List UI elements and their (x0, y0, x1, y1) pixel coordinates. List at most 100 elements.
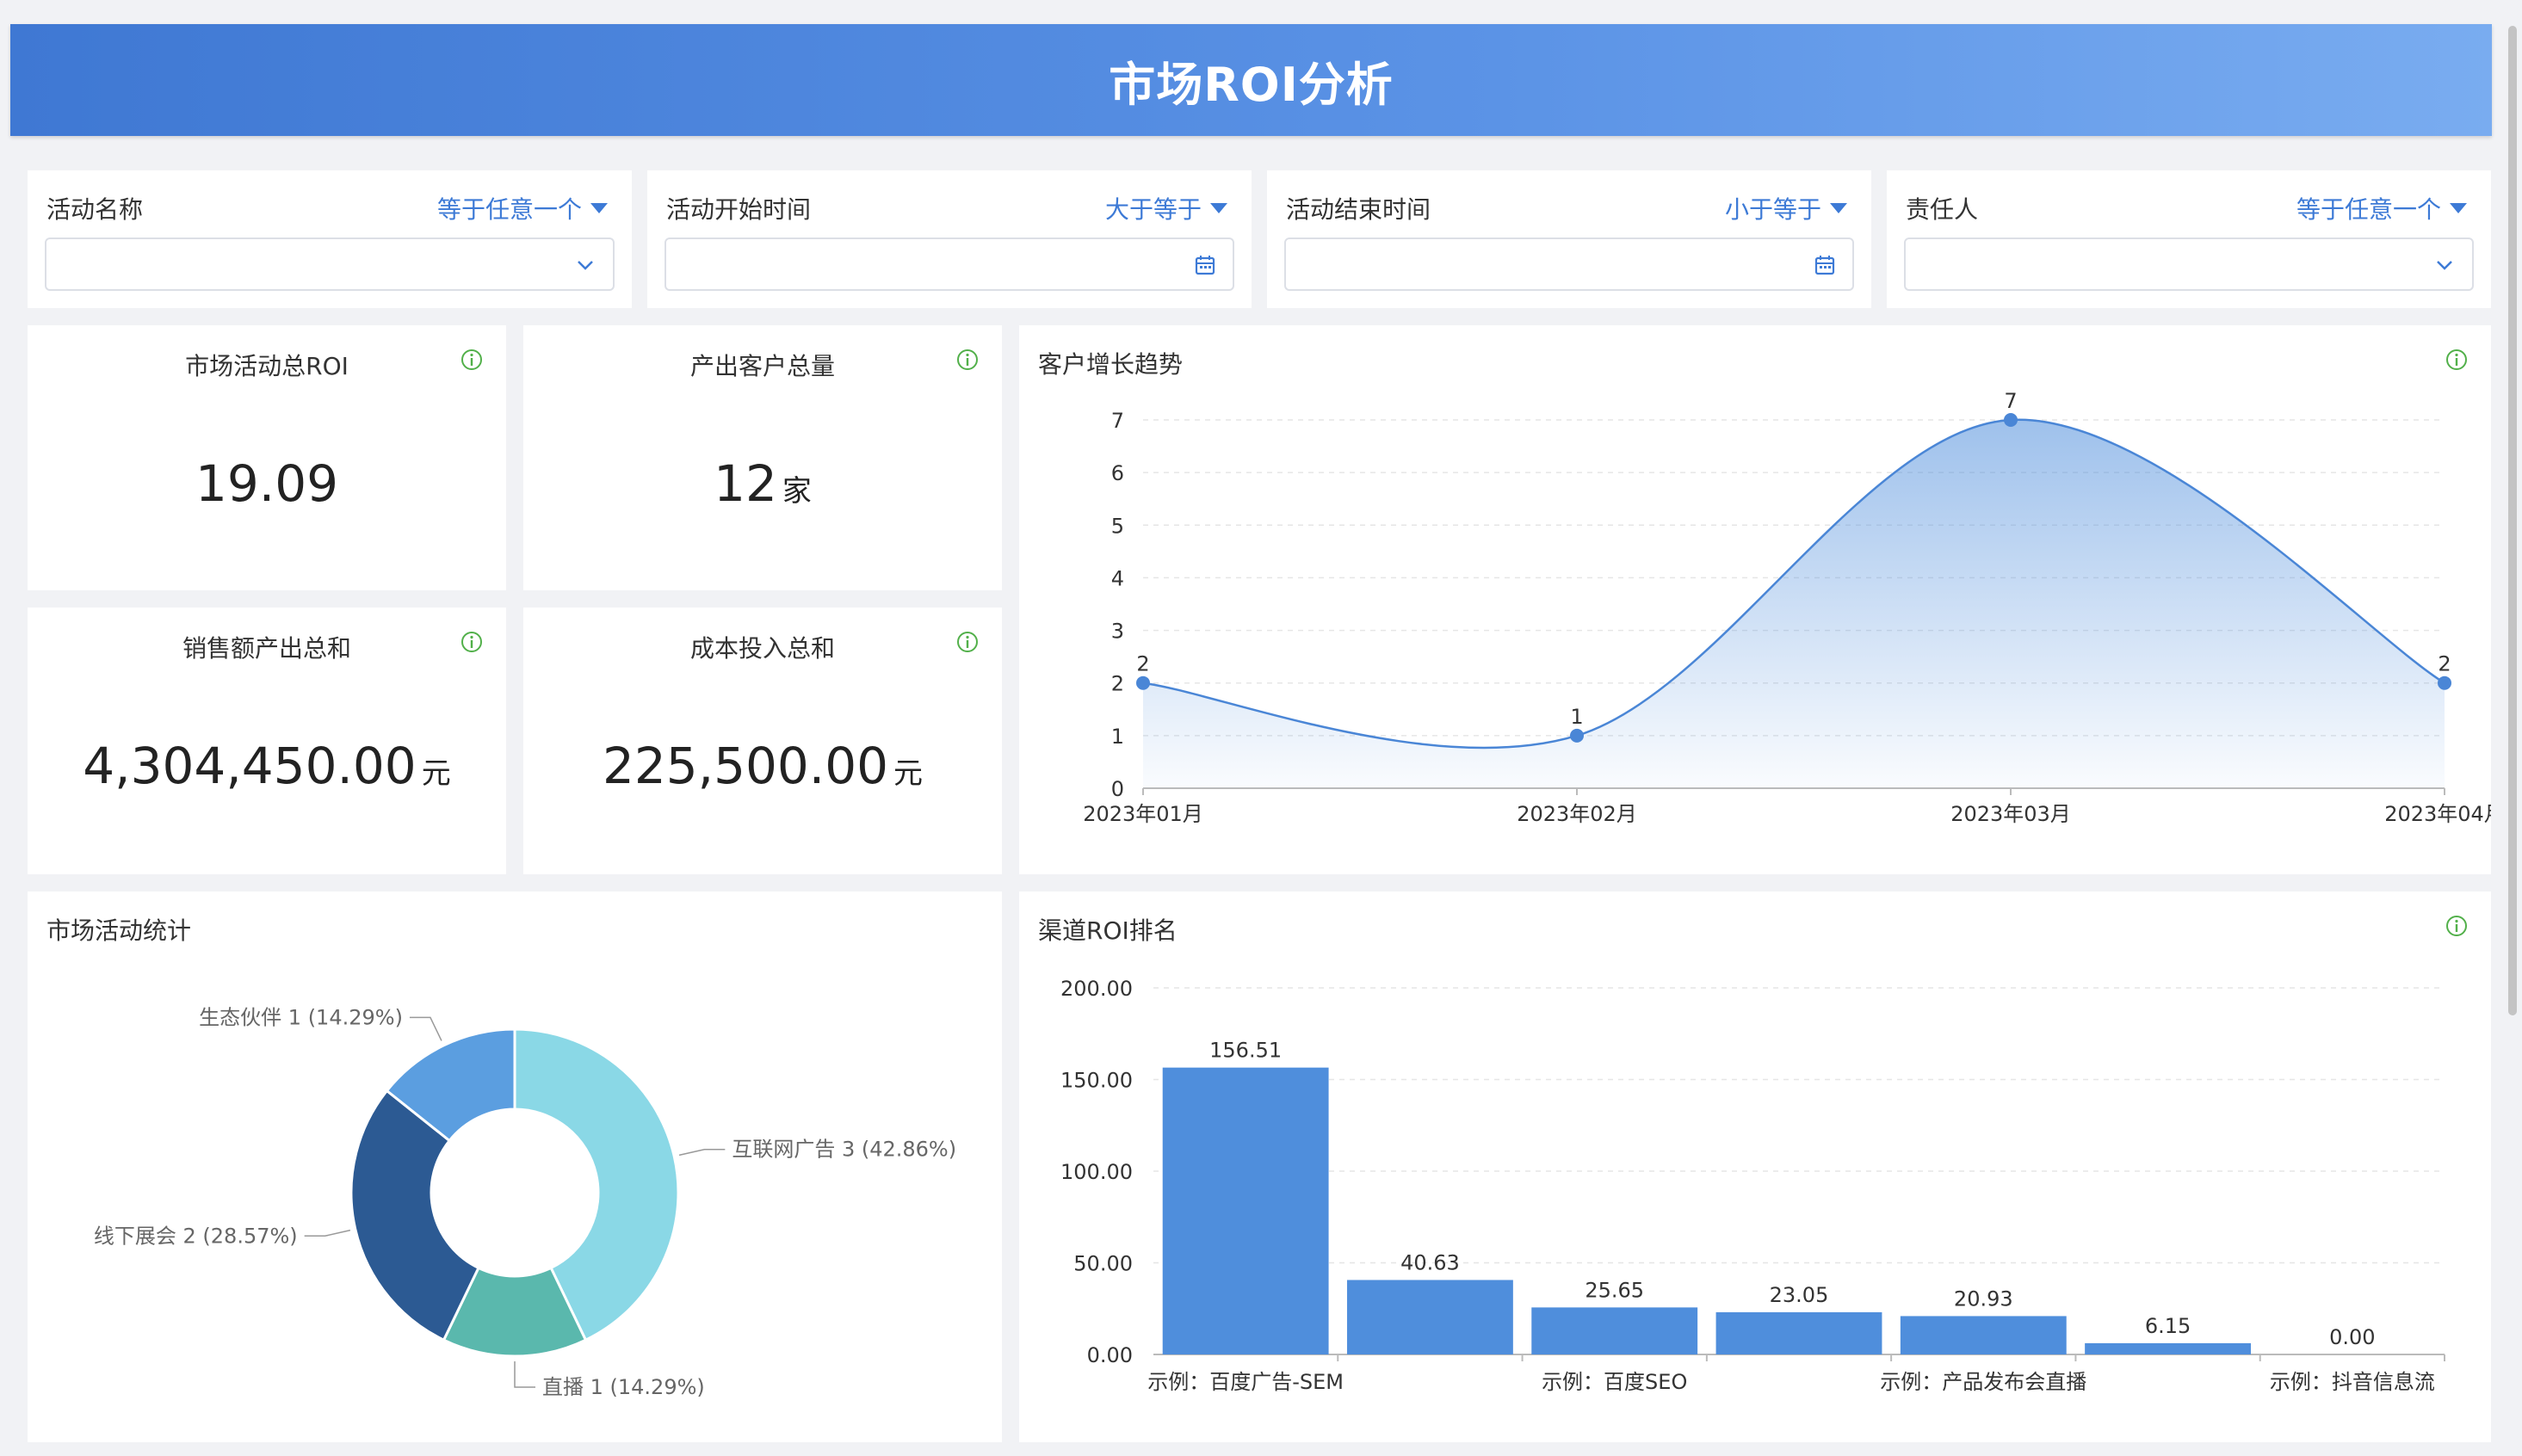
data-point (2004, 413, 2018, 427)
slice-label: 线下展会 2 (28.57%) (94, 1224, 298, 1248)
page-header: 市场ROI分析 (10, 24, 2492, 136)
y-tick-label: 200.00 (1060, 977, 1133, 1001)
bar-value-label: 156.51 (1209, 1039, 1282, 1063)
slice-leader-line (409, 1016, 442, 1041)
pie-slice (349, 1089, 480, 1342)
series-area (1143, 419, 2445, 788)
data-point (2438, 676, 2451, 690)
filter-label: 活动结束时间 (1286, 195, 1431, 224)
scrollbar-thumb[interactable] (2508, 26, 2517, 1015)
kpi-title: 产出客户总量 (689, 352, 835, 380)
calendar-icon[interactable] (1193, 253, 1217, 277)
y-tick-label: 4 (1111, 566, 1124, 590)
kpi-value: 225,500.00 元 (602, 737, 924, 795)
kpi-value: 12 家 (714, 454, 812, 513)
filter-end-time: 活动结束时间 小于等于 (1267, 170, 1871, 308)
chevron-down-icon[interactable] (2432, 253, 2457, 277)
activity-name-select[interactable] (45, 238, 615, 291)
data-label: 2 (1136, 652, 1149, 676)
customer-trend-panel: 客户增长趋势 0 1 2 3 4 5 6 7 2 1 7 2 2023年01月 2023年02月 2023年… (1019, 325, 2491, 874)
info-icon[interactable] (460, 630, 484, 654)
activity-stats-panel: 市场活动统计 互联网广告 3 (42.86%) 直播 1 (14.29%) 线下展会… (28, 891, 1002, 1442)
x-tick-label: 示例：产品发布会直播 (1880, 1370, 2086, 1394)
kpi-value: 19.09 (195, 454, 339, 513)
kpi-title: 市场活动总ROI (185, 352, 349, 380)
slice-label: 互联网广告 3 (42.86%) (732, 1138, 956, 1162)
data-label: 2 (2438, 652, 2451, 676)
y-tick-label: 7 (1111, 409, 1124, 433)
filter-activity-name: 活动名称 等于任意一个 (28, 170, 632, 308)
info-icon[interactable] (955, 630, 980, 654)
caret-down-icon[interactable] (1210, 203, 1227, 213)
start-date-input[interactable] (664, 238, 1234, 291)
y-tick-label: 150.00 (1060, 1069, 1133, 1093)
x-tick-label: 2023年02月 (1517, 802, 1637, 826)
bar (1715, 1311, 1882, 1354)
filter-operator-select[interactable]: 小于等于 (1725, 191, 1847, 225)
bar-value-label: 40.63 (1400, 1250, 1460, 1274)
slice-leader-line (304, 1229, 351, 1237)
filter-operator-select[interactable]: 等于任意一个 (2296, 191, 2467, 225)
slice-leader-line (678, 1148, 726, 1157)
data-point (1570, 728, 1584, 743)
caret-down-icon[interactable] (1830, 203, 1847, 213)
x-tick-label: 2023年04月 (2384, 802, 2491, 826)
kpi-value: 4,304,450.00 元 (83, 737, 451, 795)
kpi-total-roi: 市场活动总ROI 19.09 (28, 325, 506, 590)
bar-value-label: 6.15 (2145, 1314, 2191, 1338)
bar-value-label: 0.00 (2329, 1325, 2375, 1349)
channel-roi-bar-chart: 0.00 50.00 100.00 150.00 200.00 156.51 示例：百度广告… (1060, 977, 2445, 1394)
y-tick-label: 6 (1111, 461, 1124, 485)
x-tick-label: 示例：百度SEO (1542, 1370, 1687, 1394)
kpi-title: 销售额产出总和 (182, 634, 351, 663)
bar-value-label: 23.05 (1770, 1283, 1829, 1307)
info-icon[interactable] (955, 348, 980, 372)
info-icon[interactable] (2445, 914, 2469, 938)
info-icon[interactable] (460, 348, 484, 372)
slice-label: 生态伙伴 1 (14.29%) (199, 1005, 403, 1029)
channel-roi-panel: 渠道ROI排名 0.00 50.00 100.00 150.00 200.00 156.5… (1019, 891, 2491, 1442)
filter-label: 活动名称 (46, 195, 144, 224)
bar (2085, 1342, 2251, 1354)
info-icon[interactable] (2445, 348, 2469, 372)
kpi-title: 成本投入总和 (689, 634, 835, 663)
filter-operator-select[interactable]: 大于等于 (1105, 191, 1227, 225)
series-line (1142, 418, 2445, 750)
kpi-customer-count: 产出客户总量 12 家 (523, 325, 1002, 590)
x-tick-label: 示例：抖音信息流 (2270, 1370, 2435, 1394)
chevron-down-icon[interactable] (573, 253, 597, 277)
caret-down-icon[interactable] (2450, 203, 2467, 213)
y-tick-label: 0.00 (1087, 1343, 1133, 1367)
kpi-unit: 元 (893, 756, 924, 791)
y-tick-label: 50.00 (1073, 1252, 1133, 1276)
kpi-sales-total: 销售额产出总和 4,304,450.00 元 (28, 608, 506, 874)
pie-slice (513, 1027, 680, 1342)
panel-title: 渠道ROI排名 (1038, 916, 1178, 945)
bar-value-label: 25.65 (1585, 1278, 1644, 1302)
page-title: 市场ROI分析 (1109, 57, 1394, 112)
end-date-input[interactable] (1284, 238, 1854, 291)
y-tick-label: 2 (1111, 672, 1124, 696)
caret-down-icon[interactable] (590, 203, 608, 213)
filter-label: 活动开始时间 (666, 195, 812, 224)
filter-operator-select[interactable]: 等于任意一个 (437, 191, 608, 225)
x-tick-label: 2023年03月 (1950, 802, 2071, 826)
pie-slice (385, 1027, 516, 1143)
panel-title: 市场活动统计 (46, 916, 192, 945)
kpi-cost-total: 成本投入总和 225,500.00 元 (523, 608, 1002, 874)
slice-leader-line (514, 1361, 535, 1388)
slice-label: 直播 1 (14.29%) (542, 1375, 705, 1399)
calendar-icon[interactable] (1813, 253, 1837, 277)
bar (1531, 1307, 1698, 1354)
y-tick-label: 0 (1111, 777, 1124, 801)
kpi-unit: 家 (782, 474, 812, 509)
data-point (1136, 676, 1150, 690)
y-tick-label: 1 (1111, 725, 1124, 749)
bar (1900, 1316, 2067, 1354)
x-tick-label: 示例：百度广告-SEM (1147, 1370, 1344, 1394)
bar (1347, 1280, 1513, 1354)
filter-start-time: 活动开始时间 大于等于 (647, 170, 1252, 308)
owner-select[interactable] (1904, 238, 2474, 291)
y-tick-label: 5 (1111, 514, 1124, 538)
